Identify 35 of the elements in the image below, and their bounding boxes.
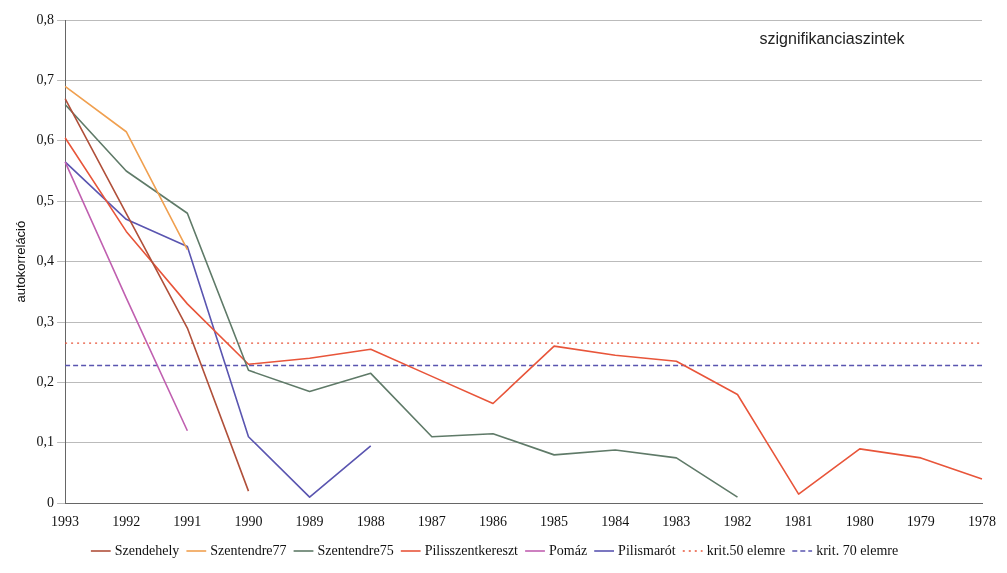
legend-label: krit.50 elemre <box>706 542 786 558</box>
x-tick-label: 1991 <box>173 514 202 530</box>
x-tick-label: 1979 <box>906 514 935 530</box>
x-tick-label: 1978 <box>968 514 996 530</box>
x-tick-label: 1986 <box>478 514 507 530</box>
legend-label: Pilismarót <box>618 542 676 558</box>
legend-label: Pomáz <box>549 542 588 558</box>
x-tick-label: 1993 <box>51 514 80 530</box>
x-tick-label: 1992 <box>112 514 141 530</box>
y-tick-label: 0,7 <box>36 72 55 88</box>
annotation: szignifikanciaszintek <box>759 30 906 48</box>
legend-label: Pilisszentkereszt <box>424 542 519 558</box>
x-tick-label: 1984 <box>601 514 630 530</box>
x-tick-label: 1990 <box>234 514 263 530</box>
y-tick-label: 0,8 <box>36 11 55 27</box>
legend-label: krit. 70 elemre <box>816 542 899 558</box>
legend-label: Szentendre77 <box>210 542 287 558</box>
y-tick-label: 0,3 <box>36 313 55 329</box>
x-tick-label: 1989 <box>295 514 324 530</box>
y-axis-title: autokorreláció <box>13 220 29 303</box>
y-tick-label: 0,6 <box>36 132 55 148</box>
y-tick-label: 0,5 <box>36 192 55 208</box>
x-tick-label: 1987 <box>417 514 446 530</box>
x-tick-label: 1980 <box>845 514 874 530</box>
legend-label: Szentendre75 <box>317 542 394 558</box>
y-tick-label: 0,2 <box>36 374 55 390</box>
x-tick-label: 1982 <box>723 514 752 530</box>
legend-label: Szendehely <box>114 542 180 558</box>
x-tick-label: 1983 <box>662 514 691 530</box>
x-tick-label: 1988 <box>356 514 385 530</box>
y-tick-label: 0,1 <box>36 434 55 450</box>
x-tick-label: 1981 <box>784 514 813 530</box>
y-tick-label: 0,4 <box>36 253 55 269</box>
y-tick-label: 0 <box>47 494 55 510</box>
x-tick-label: 1985 <box>540 514 569 530</box>
